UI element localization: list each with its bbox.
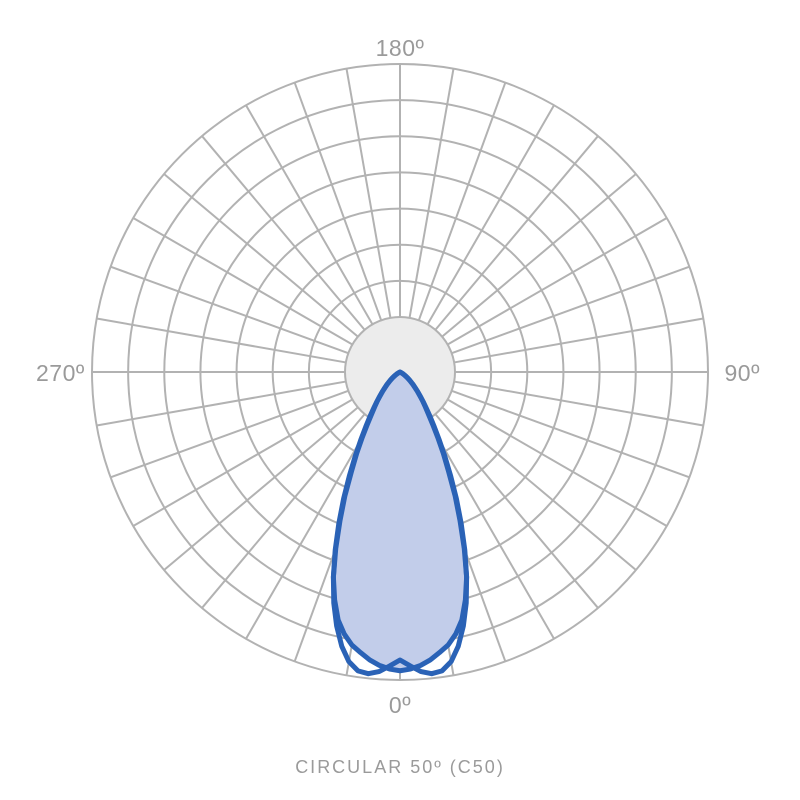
chart-caption: CIRCULAR 50º (C50) xyxy=(295,757,505,778)
axis-label-right: 90º xyxy=(725,360,760,387)
axis-label-left: 270º xyxy=(36,360,85,387)
axis-label-top: 180º xyxy=(376,35,425,62)
polar-chart-svg xyxy=(0,0,800,800)
polar-chart-container: 180º 90º 0º 270º CIRCULAR 50º (C50) xyxy=(0,0,800,800)
axis-label-bottom: 0º xyxy=(389,692,411,719)
